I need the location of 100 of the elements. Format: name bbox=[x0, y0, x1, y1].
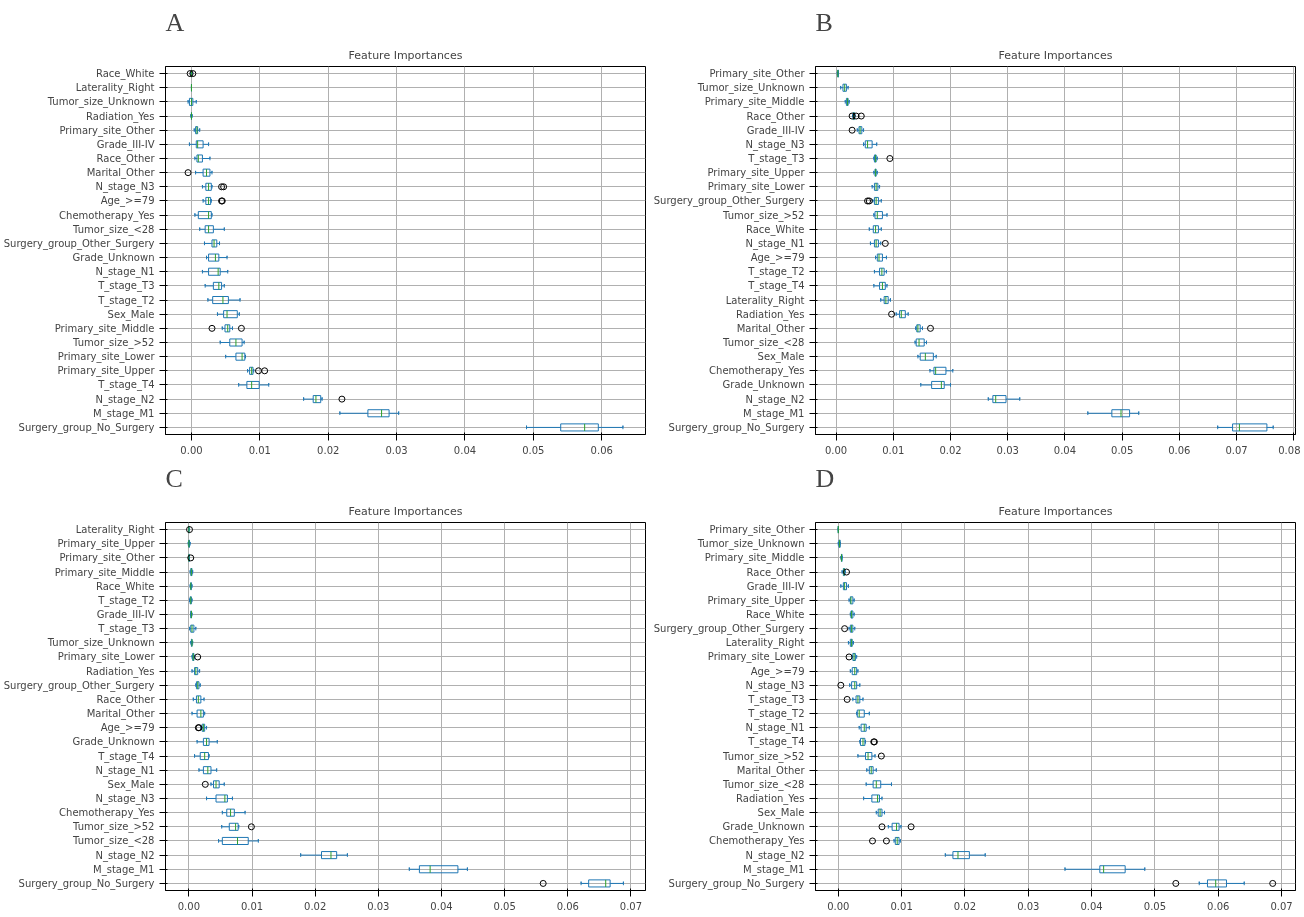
y-tick-label: Tumor_size_<28 bbox=[722, 337, 805, 349]
y-tick-label: Race_Other bbox=[96, 153, 156, 165]
y-tick-label: Sex_Male bbox=[757, 807, 805, 820]
y-tick-label: Tumor_size_>52 bbox=[72, 337, 155, 349]
y-tick-label: Surgery_group_Other_Surgery bbox=[3, 237, 155, 250]
y-tick-label: Primary_site_Lower bbox=[707, 651, 806, 664]
y-tick-label: Primary_site_Upper bbox=[707, 594, 806, 607]
x-tick-label: 0.06 bbox=[590, 444, 613, 456]
x-tick-label: 0.00 bbox=[180, 444, 203, 456]
y-tick-label: Age_>=79 bbox=[750, 665, 805, 678]
y-tick-label: Primary_site_Middle bbox=[704, 96, 805, 109]
y-tick-label: Grade_Unknown bbox=[72, 736, 155, 749]
x-tick-label: 0.04 bbox=[1080, 900, 1103, 912]
y-tick-label: M_stage_M1 bbox=[743, 863, 805, 876]
y-tick-label: Grade_Unknown bbox=[722, 821, 805, 834]
x-tick-label: 0.02 bbox=[317, 444, 340, 456]
y-tick-label: Laterality_Right bbox=[75, 524, 155, 537]
x-tick-label: 0.04 bbox=[430, 900, 453, 912]
x-tick-label: 0.03 bbox=[996, 444, 1019, 456]
y-tick-label: N_stage_N1 bbox=[745, 237, 805, 250]
x-tick-label: 0.01 bbox=[890, 900, 913, 912]
x-tick-label: 0.07 bbox=[1270, 900, 1293, 912]
y-tick-label: Grade_III-IV bbox=[746, 124, 805, 137]
chart-title: Feature Importances bbox=[348, 48, 463, 62]
y-tick-label: N_stage_N2 bbox=[95, 393, 155, 406]
y-tick-label: Race_White bbox=[95, 580, 155, 593]
y-tick-label: Surgery_group_No_Surgery bbox=[668, 877, 805, 890]
y-tick-label: T_stage_T3 bbox=[747, 153, 805, 165]
x-tick-label: 0.02 bbox=[953, 900, 977, 912]
y-tick-label: Primary_site_Middle bbox=[54, 322, 155, 335]
y-tick-label: Radiation_Yes bbox=[736, 308, 805, 321]
y-tick-label: N_stage_N2 bbox=[95, 849, 155, 862]
y-tick-label: Primary_site_Other bbox=[709, 524, 806, 537]
x-tick-label: 0.07 bbox=[619, 900, 643, 912]
text: B bbox=[815, 7, 833, 37]
y-tick-label: M_stage_M1 bbox=[743, 407, 805, 420]
y-tick-label: Tumor_size_<28 bbox=[72, 835, 155, 848]
y-tick-label: Tumor_size_Unknown bbox=[696, 538, 805, 551]
x-tick-label: 0.02 bbox=[304, 900, 327, 912]
y-tick-label: Race_White bbox=[745, 609, 805, 621]
y-tick-label: Marital_Other bbox=[86, 708, 156, 721]
x-tick-label: 0.06 bbox=[1168, 444, 1191, 456]
y-tick-label: Sex_Male bbox=[107, 778, 155, 791]
chart-title: Feature Importances bbox=[998, 504, 1113, 518]
x-tick-label: 0.04 bbox=[453, 444, 477, 456]
y-tick-label: N_stage_N1 bbox=[745, 722, 805, 735]
y-tick-label: M_stage_M1 bbox=[93, 863, 155, 876]
x-tick-label: 0.08 bbox=[1278, 444, 1301, 456]
y-tick-label: Surgery_group_Other_Surgery bbox=[653, 195, 805, 208]
y-tick-label: N_stage_N2 bbox=[745, 393, 805, 406]
y-tick-label: Age_>=79 bbox=[100, 195, 155, 208]
y-tick-label: Primary_site_Other bbox=[709, 68, 806, 81]
y-tick-label: Sex_Male bbox=[107, 308, 155, 321]
x-tick-label: 0.05 bbox=[493, 900, 516, 912]
x-tick-label: 0.00 bbox=[824, 444, 848, 456]
y-tick-label: N_stage_N3 bbox=[745, 679, 805, 692]
y-tick-label: Tumor_size_>52 bbox=[722, 209, 805, 222]
y-tick-label: Grade_III-IV bbox=[96, 138, 155, 151]
y-tick-label: Primary_site_Middle bbox=[704, 552, 805, 565]
y-tick-label: N_stage_N3 bbox=[95, 181, 155, 194]
y-tick-label: Grade_III-IV bbox=[746, 580, 805, 593]
x-tick-label: 0.05 bbox=[522, 444, 545, 456]
y-tick-label: Marital_Other bbox=[736, 764, 806, 777]
y-tick-label: Primary_site_Other bbox=[59, 552, 156, 565]
y-tick-label: Chemotherapy_Yes bbox=[59, 209, 155, 222]
x-tick-label: 0.03 bbox=[1017, 900, 1040, 912]
y-tick-label: Radiation_Yes bbox=[736, 793, 805, 805]
y-tick-label: T_stage_T4 bbox=[747, 736, 805, 749]
x-tick-label: 0.04 bbox=[1053, 444, 1077, 456]
y-tick-label: Primary_site_Lower bbox=[707, 181, 806, 194]
y-tick-label: Tumor_size_<28 bbox=[72, 223, 155, 236]
y-tick-label: Primary_site_Upper bbox=[57, 365, 156, 378]
text: A bbox=[165, 7, 185, 37]
y-tick-label: Race_White bbox=[95, 68, 155, 81]
y-tick-label: Surgery_group_Other_Surgery bbox=[3, 679, 155, 692]
y-tick-label: Laterality_Right bbox=[725, 294, 805, 307]
chart-title: Feature Importances bbox=[348, 504, 463, 518]
y-tick-label: Chemotherapy_Yes bbox=[709, 365, 805, 378]
x-tick-label: 0.01 bbox=[248, 444, 271, 456]
x-tick-label: 0.05 bbox=[1143, 900, 1167, 912]
x-tick-label: 0.06 bbox=[1207, 900, 1230, 912]
y-tick-label: Laterality_Right bbox=[725, 637, 805, 650]
y-tick-label: Age_>=79 bbox=[750, 252, 805, 265]
y-tick-label: T_stage_T4 bbox=[97, 379, 155, 392]
y-tick-label: Surgery_group_No_Surgery bbox=[18, 421, 155, 434]
y-tick-label: Tumor_size_<28 bbox=[722, 778, 805, 791]
y-tick-label: N_stage_N1 bbox=[95, 764, 155, 777]
y-tick-label: T_stage_T4 bbox=[97, 750, 155, 763]
x-tick-label: 0.07 bbox=[1225, 444, 1248, 456]
y-tick-label: Race_Other bbox=[96, 693, 156, 706]
text: C bbox=[165, 463, 183, 493]
y-tick-label: Surgery_group_No_Surgery bbox=[18, 877, 155, 890]
y-tick-label: T_stage_T2 bbox=[747, 708, 805, 721]
x-tick-label: 0.05 bbox=[1111, 444, 1134, 456]
y-tick-label: Grade_Unknown bbox=[722, 379, 805, 392]
y-tick-label: Tumor_size_Unknown bbox=[46, 637, 155, 650]
y-tick-label: N_stage_N2 bbox=[745, 849, 805, 862]
y-tick-label: Sex_Male bbox=[757, 351, 805, 364]
x-tick-label: 0.06 bbox=[556, 900, 579, 912]
y-tick-label: T_stage_T3 bbox=[97, 623, 155, 636]
